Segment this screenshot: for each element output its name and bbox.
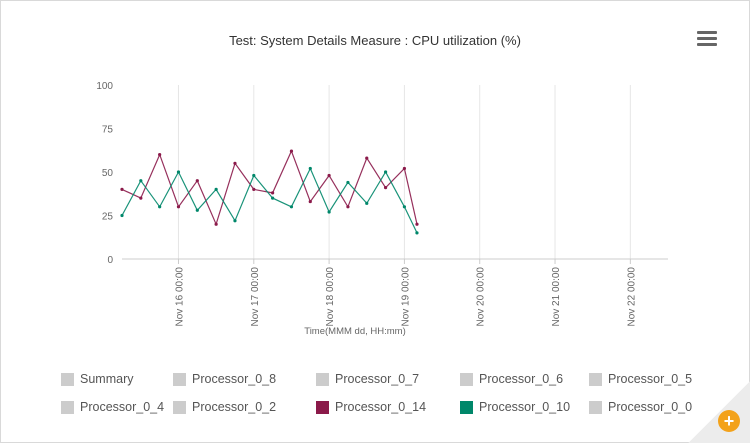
y-tick-label: 0 (107, 255, 113, 266)
data-point[interactable] (346, 180, 350, 185)
legend-label: Processor_0_4 (80, 400, 165, 414)
legend-item-processor-0-5[interactable]: Processor_0_5 (589, 371, 692, 387)
legend-item-processor-0-0[interactable]: Processor_0_0 (589, 399, 692, 415)
series-processor-0-14 (120, 149, 419, 226)
legend-swatch (589, 400, 602, 414)
data-point[interactable] (415, 222, 419, 226)
legend-swatch (316, 400, 329, 414)
data-point[interactable] (252, 173, 256, 178)
data-point[interactable] (176, 205, 181, 209)
chart-title: Test: System Details Measure : CPU utili… (229, 33, 521, 48)
legend-item-processor-0-2[interactable]: Processor_0_2 (173, 399, 276, 415)
data-point[interactable] (120, 187, 124, 191)
legend-swatch (460, 400, 473, 414)
x-tick-label: Nov 19 00:00 (400, 267, 411, 327)
legend-swatch (460, 372, 473, 386)
legend-swatch (173, 372, 186, 386)
legend-swatch (589, 372, 602, 386)
data-point[interactable] (271, 196, 275, 200)
data-point[interactable] (271, 191, 275, 195)
hamburger-menu-icon[interactable] (696, 29, 718, 49)
data-point[interactable] (365, 201, 369, 205)
legend-swatch (173, 400, 186, 414)
legend-label: Processor_0_5 (608, 372, 693, 386)
data-point[interactable] (415, 231, 419, 235)
data-point[interactable] (195, 208, 199, 212)
x-axis-label: Time(MMM dd, HH:mm) (304, 326, 406, 337)
legend-swatch (316, 372, 329, 386)
legend-label: Processor_0_7 (335, 372, 420, 386)
legend-item-processor-0-8[interactable]: Processor_0_8 (173, 371, 276, 387)
data-point[interactable] (383, 170, 388, 174)
y-tick-label: 75 (102, 125, 114, 136)
series-line[interactable] (121, 149, 418, 226)
data-point[interactable] (214, 222, 218, 226)
data-point[interactable] (308, 199, 312, 204)
corner-fold (688, 381, 750, 443)
legend-swatch (61, 372, 74, 386)
data-point[interactable] (158, 153, 162, 157)
x-tick-label: Nov 18 00:00 (325, 267, 336, 327)
data-point[interactable] (252, 187, 256, 191)
data-point[interactable] (233, 219, 237, 223)
x-tick-label: Nov 22 00:00 (626, 267, 637, 327)
data-point[interactable] (176, 170, 181, 174)
data-point[interactable] (233, 161, 237, 165)
x-tick-label: Nov 20 00:00 (476, 267, 487, 327)
legend-item-summary[interactable]: Summary (61, 371, 133, 387)
legend-label: Processor_0_6 (479, 372, 564, 386)
data-point[interactable] (308, 166, 312, 171)
legend-label: Processor_0_0 (608, 400, 693, 414)
zoom-in-icon[interactable]: + (718, 410, 740, 432)
data-point[interactable] (289, 149, 294, 153)
y-tick-label: 50 (102, 168, 114, 179)
legend-label: Processor_0_8 (192, 372, 277, 386)
data-point[interactable] (195, 179, 199, 183)
legend-item-processor-0-4[interactable]: Processor_0_4 (61, 399, 164, 415)
data-point[interactable] (402, 166, 407, 171)
legend-item-processor-0-7[interactable]: Processor_0_7 (316, 371, 419, 387)
data-point[interactable] (383, 186, 388, 190)
legend-item-processor-0-10[interactable]: Processor_0_10 (460, 399, 570, 415)
series-line[interactable] (121, 167, 418, 234)
legend-label: Summary (80, 372, 134, 386)
data-point[interactable] (139, 196, 143, 200)
y-tick-label: 25 (102, 212, 114, 223)
data-point[interactable] (365, 156, 369, 160)
data-point[interactable] (158, 205, 162, 209)
data-point[interactable] (402, 205, 407, 209)
x-tick-label: Nov 16 00:00 (174, 267, 185, 327)
data-point[interactable] (214, 187, 218, 191)
legend-item-processor-0-6[interactable]: Processor_0_6 (460, 371, 563, 387)
legend-label: Processor_0_14 (335, 400, 427, 414)
legend-label: Processor_0_10 (479, 400, 571, 414)
data-point[interactable] (327, 210, 331, 214)
data-point[interactable] (327, 173, 331, 178)
x-tick-label: Nov 17 00:00 (250, 267, 261, 327)
data-point[interactable] (139, 179, 143, 183)
series-processor-0-10 (120, 166, 419, 235)
legend-swatch (61, 400, 74, 414)
legend-label: Processor_0_2 (192, 400, 277, 414)
x-tick-label: Nov 21 00:00 (551, 267, 562, 327)
data-point[interactable] (120, 213, 124, 218)
y-tick-label: 100 (96, 81, 113, 92)
legend-item-processor-0-14[interactable]: Processor_0_14 (316, 399, 426, 415)
data-point[interactable] (289, 205, 294, 209)
data-point[interactable] (346, 205, 350, 209)
